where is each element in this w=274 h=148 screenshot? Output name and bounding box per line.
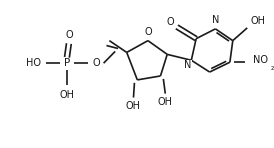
Text: OH: OH xyxy=(126,101,141,111)
Text: O: O xyxy=(166,17,174,27)
Text: ₂: ₂ xyxy=(271,63,274,72)
Text: O: O xyxy=(65,30,73,40)
Text: OH: OH xyxy=(250,16,265,26)
Text: NO: NO xyxy=(253,55,268,65)
Text: OH: OH xyxy=(59,90,75,100)
Text: OH: OH xyxy=(158,97,173,107)
Text: N: N xyxy=(212,15,219,25)
Text: N: N xyxy=(184,60,191,70)
Text: O: O xyxy=(92,58,100,68)
Text: P: P xyxy=(64,58,70,68)
Text: HO: HO xyxy=(26,58,41,68)
Text: O: O xyxy=(144,27,152,37)
